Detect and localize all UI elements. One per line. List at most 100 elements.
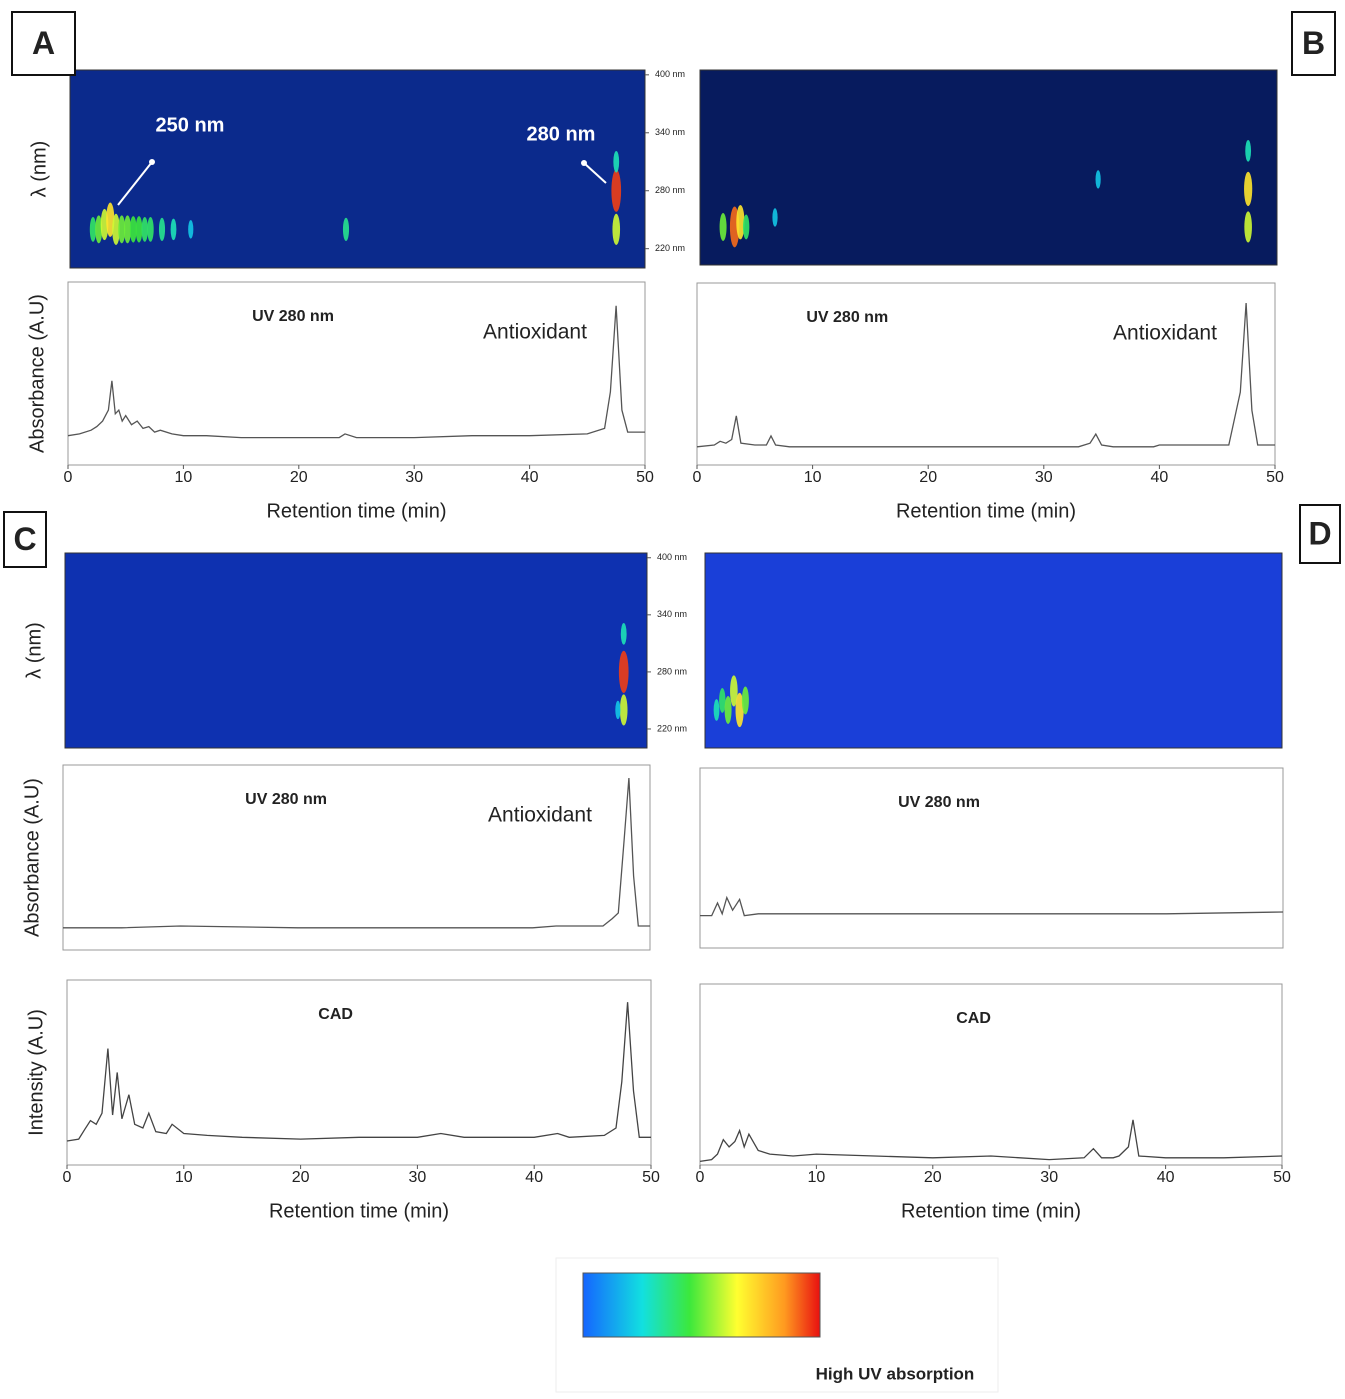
absorption-spot bbox=[147, 216, 154, 242]
x-tick-label: 50 bbox=[642, 1169, 660, 1186]
x-tick-label: 0 bbox=[693, 469, 702, 486]
absorption-spot bbox=[724, 695, 732, 724]
chart-title: CAD bbox=[956, 1010, 991, 1027]
chart-title: UV 280 nm bbox=[245, 791, 327, 808]
chart-title: UV 280 nm bbox=[898, 794, 980, 811]
x-tick-label: 30 bbox=[1035, 469, 1053, 486]
x-tick-label: 20 bbox=[292, 1169, 310, 1186]
chromatogram-line bbox=[700, 895, 1284, 917]
chromatogram-line bbox=[696, 302, 1275, 448]
y-tick-label: 400 nm bbox=[657, 552, 687, 562]
x-tick-label: 10 bbox=[804, 469, 822, 486]
x-tick-label: 20 bbox=[919, 469, 937, 486]
y-axis-label: Absorbance (A.U) bbox=[21, 778, 43, 937]
absorption-spot bbox=[713, 699, 720, 721]
absorption-spot bbox=[619, 694, 628, 726]
plot-frame bbox=[699, 767, 1284, 949]
x-tick-label: 30 bbox=[1040, 1169, 1058, 1186]
annotation: 280 nm bbox=[527, 123, 596, 145]
absorption-spot bbox=[124, 215, 131, 244]
y-tick-label: 340 nm bbox=[655, 127, 685, 137]
x-tick-label: 50 bbox=[1273, 1169, 1291, 1186]
chart-title: CAD bbox=[318, 1006, 353, 1023]
absorption-spot bbox=[611, 169, 622, 212]
x-tick-label: 20 bbox=[290, 469, 308, 486]
x-axis-label: Retention time (min) bbox=[896, 500, 1076, 522]
heatmap-background bbox=[704, 552, 1283, 749]
colorbar-frame bbox=[555, 1257, 999, 1393]
absorption-spot bbox=[95, 215, 103, 244]
annotation-arrow bbox=[583, 162, 607, 184]
y-axis-label: Absorbance (A.U) bbox=[26, 294, 48, 453]
absorption-spot bbox=[719, 212, 727, 241]
y-axis-label: λ (nm) bbox=[23, 622, 45, 679]
absorption-spot bbox=[141, 216, 148, 242]
x-tick-label: 0 bbox=[696, 1169, 705, 1186]
absorption-spot bbox=[342, 217, 350, 241]
absorption-spot bbox=[742, 214, 750, 240]
x-tick-label: 50 bbox=[1266, 469, 1284, 486]
colorbar bbox=[582, 1272, 821, 1338]
y-tick-label: 220 nm bbox=[655, 243, 685, 253]
panel-label: A bbox=[32, 25, 55, 61]
colorbar-label: High UV absorption bbox=[816, 1364, 975, 1383]
absorption-spot bbox=[135, 216, 143, 243]
x-tick-label: 10 bbox=[175, 469, 193, 486]
heatmap-background bbox=[69, 69, 646, 269]
annotation: Antioxidant bbox=[483, 321, 587, 344]
y-tick-label: 400 nm bbox=[655, 69, 685, 79]
absorption-spot bbox=[170, 218, 177, 241]
absorption-spot bbox=[112, 213, 120, 245]
absorption-spot bbox=[615, 700, 621, 720]
absorption-spot bbox=[188, 220, 194, 239]
chromatogram-line bbox=[67, 305, 645, 439]
x-tick-label: 40 bbox=[1151, 469, 1169, 486]
heatmap-background bbox=[699, 69, 1278, 266]
y-tick-label: 220 nm bbox=[657, 723, 687, 733]
absorption-spot bbox=[730, 675, 738, 707]
y-tick-label: 280 nm bbox=[657, 666, 687, 676]
x-axis-label: Retention time (min) bbox=[269, 1200, 449, 1222]
absorption-spot bbox=[613, 150, 620, 173]
panel-label-box bbox=[1299, 504, 1341, 564]
absorption-spot bbox=[620, 623, 627, 645]
y-tick-label: 280 nm bbox=[655, 185, 685, 195]
annotation: Antioxidant bbox=[488, 804, 592, 827]
absorption-spot bbox=[129, 216, 137, 243]
x-tick-label: 30 bbox=[405, 469, 423, 486]
y-axis-label: Intensity (A.U) bbox=[25, 1009, 47, 1136]
chart-title: UV 280 nm bbox=[806, 309, 888, 326]
arrow-head bbox=[149, 159, 155, 165]
absorption-spot bbox=[1244, 171, 1253, 207]
panel-label: D bbox=[1308, 515, 1331, 551]
absorption-spot bbox=[1095, 170, 1101, 189]
panel-label: B bbox=[1302, 25, 1325, 61]
x-tick-label: 50 bbox=[636, 469, 654, 486]
absorption-spot bbox=[736, 204, 745, 240]
absorption-spot bbox=[618, 650, 629, 694]
absorption-spot bbox=[89, 216, 97, 242]
panel-label-box bbox=[3, 511, 47, 568]
panel-label: C bbox=[13, 521, 36, 557]
x-axis-label: Retention time (min) bbox=[901, 1200, 1081, 1222]
annotation: 250 nm bbox=[156, 114, 225, 136]
x-tick-label: 30 bbox=[409, 1169, 427, 1186]
y-axis-label: λ (nm) bbox=[28, 141, 50, 198]
x-tick-label: 40 bbox=[521, 469, 539, 486]
chromatogram-line bbox=[699, 1119, 1283, 1163]
absorption-spot bbox=[735, 692, 744, 728]
absorption-spot bbox=[612, 213, 621, 245]
x-tick-label: 40 bbox=[1157, 1169, 1175, 1186]
plot-frame bbox=[699, 983, 1283, 1166]
absorption-spot bbox=[118, 215, 126, 244]
chromatogram-line bbox=[66, 1002, 651, 1142]
absorption-spot bbox=[158, 217, 166, 241]
annotation-arrow bbox=[117, 161, 153, 206]
x-tick-label: 20 bbox=[924, 1169, 942, 1186]
plot-frame bbox=[62, 764, 651, 951]
y-tick-label: 340 nm bbox=[657, 609, 687, 619]
heatmap-background bbox=[64, 552, 648, 749]
chromatogram-line bbox=[63, 777, 650, 929]
